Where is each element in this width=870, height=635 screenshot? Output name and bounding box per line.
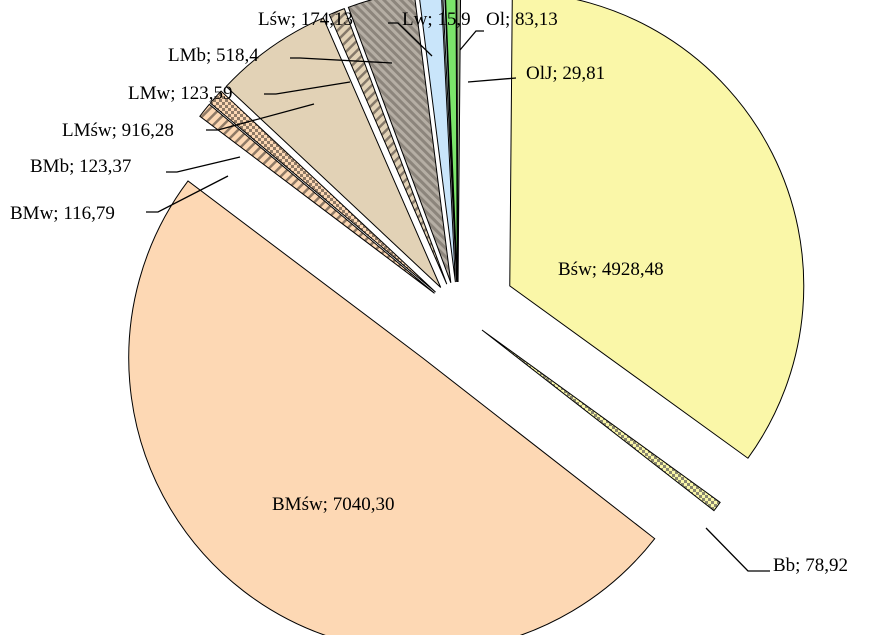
data-label-lmb: LMb; 518,4	[168, 45, 259, 66]
data-label-bmw: BMw; 116,79	[10, 203, 115, 224]
data-label-bb: Bb; 78,92	[773, 555, 848, 576]
pie-slice-olj	[456, 0, 462, 283]
data-label-bmsw: BMśw; 7040,30	[272, 494, 394, 515]
pie-slices	[128, 0, 805, 635]
pie-slice-ol	[445, 0, 458, 283]
data-label-bmb: BMb; 123,37	[30, 156, 131, 177]
data-label-lmw: LMw; 123,59	[128, 83, 233, 104]
pie-slice-lmsw	[225, 17, 442, 288]
leader-line-ol	[459, 30, 484, 51]
data-label-lmsw: LMśw; 916,28	[62, 120, 174, 141]
leader-line-olj	[467, 77, 517, 83]
leader-lines	[146, 22, 770, 572]
pie-slice-lw	[442, 0, 458, 283]
leader-line-lmsw	[206, 103, 315, 131]
leader-line-lsw	[388, 22, 433, 57]
pie-slice-lsw	[419, 0, 456, 283]
leader-line-lmb	[290, 57, 393, 64]
data-label-lsw: Lśw; 174,13	[258, 9, 353, 30]
slice-labels: Bśw; 4928,48 Bb; 78,92 BMśw; 7040,30 BMw; 1…	[10, 9, 848, 576]
data-label-bsw: Bśw; 4928,48	[558, 259, 664, 280]
pie-slice-bmb	[209, 90, 436, 293]
pie-slice-bsw	[509, 0, 805, 459]
leader-line-bb	[705, 527, 770, 572]
pie-slice-bmw	[199, 103, 435, 294]
pie-slice-bb	[481, 329, 721, 512]
data-label-olj: OlJ; 29,81	[526, 63, 605, 84]
pie-slice-bmsw	[128, 180, 656, 635]
data-label-ol: Ol; 83,13	[486, 9, 558, 30]
pie-slice-lmw	[328, 7, 448, 285]
leader-line-bmb	[166, 156, 241, 173]
leader-line-lmw	[264, 81, 351, 95]
leader-line-bmw	[146, 175, 229, 213]
data-label-lw: Lw; 15,9	[402, 9, 471, 30]
pie-slice-lmb	[347, 0, 452, 284]
